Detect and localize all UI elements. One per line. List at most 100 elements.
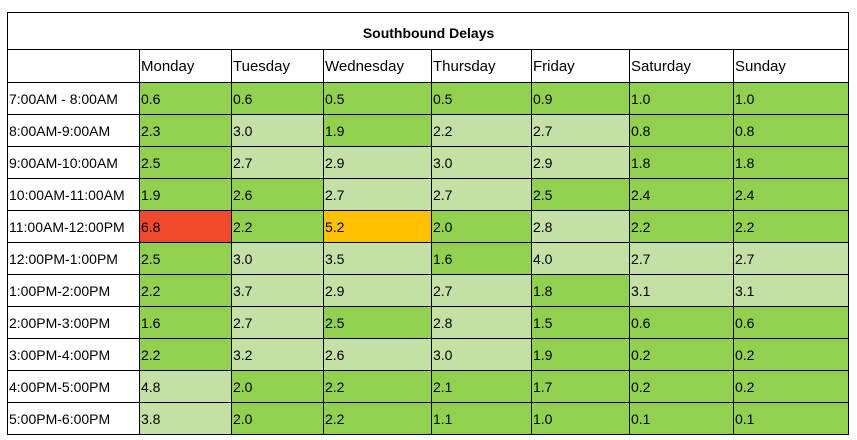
- delay-cell: 0.8: [732, 114, 850, 147]
- delay-cell: 0.6: [139, 82, 232, 115]
- delay-cell: 2.7: [231, 306, 324, 339]
- header-row: Monday Tuesday Wednesday Thursday Friday…: [7, 49, 850, 83]
- delay-cell: 2.7: [732, 242, 850, 275]
- time-slot-label: 3:00PM-4:00PM: [7, 338, 140, 371]
- delay-cell: 3.8: [139, 402, 232, 435]
- delay-cell: 3.7: [231, 274, 324, 307]
- delay-cell: 2.2: [629, 210, 734, 243]
- southbound-delays-table: Southbound Delays Monday Tuesday Wednesd…: [6, 12, 850, 435]
- delay-cell: 1.9: [323, 114, 432, 147]
- delay-cell: 3.1: [732, 274, 850, 307]
- delay-cell: 2.7: [531, 114, 630, 147]
- delay-cell: 1.8: [629, 146, 734, 179]
- delay-cell: 2.9: [323, 146, 432, 179]
- delay-cell: 2.3: [139, 114, 232, 147]
- delay-cell: 2.2: [431, 114, 532, 147]
- delay-cell: 3.0: [231, 114, 324, 147]
- delay-cell: 1.6: [139, 306, 232, 339]
- delay-cell: 2.5: [323, 306, 432, 339]
- time-slot-label: 5:00PM-6:00PM: [7, 402, 140, 435]
- time-slot-label: 9:00AM-10:00AM: [7, 146, 140, 179]
- delay-cell: 1.6: [431, 242, 532, 275]
- delay-cell: 3.1: [629, 274, 734, 307]
- table-row: 2:00PM-3:00PM 1.6 2.7 2.5 2.8 1.5 0.6 0.6: [7, 306, 850, 339]
- delay-cell: 1.1: [431, 402, 532, 435]
- table-row: 7:00AM - 8:00AM 0.6 0.6 0.5 0.5 0.9 1.0 1.0: [7, 82, 850, 115]
- time-slot-label: 12:00PM-1:00PM: [7, 242, 140, 275]
- table-row: 8:00AM-9:00AM 2.3 3.0 1.9 2.2 2.7 0.8 0.8: [7, 114, 850, 147]
- delay-cell: 2.2: [323, 402, 432, 435]
- table-row: 3:00PM-4:00PM 2.2 3.2 2.6 3.0 1.9 0.2 0.2: [7, 338, 850, 371]
- delay-cell: 3.0: [231, 242, 324, 275]
- day-header-sunday: Sunday: [732, 49, 850, 83]
- delay-cell: 3.0: [431, 146, 532, 179]
- delay-cell: 0.2: [732, 338, 850, 371]
- delay-cell: 2.7: [431, 274, 532, 307]
- corner-cell: [7, 49, 140, 83]
- delay-cell: 1.9: [531, 338, 630, 371]
- delay-cell: 0.9: [531, 82, 630, 115]
- delay-cell: 3.2: [231, 338, 324, 371]
- delay-cell: 0.8: [629, 114, 734, 147]
- delay-cell: 3.0: [431, 338, 532, 371]
- delay-cell: 2.2: [139, 338, 232, 371]
- delay-cell: 6.8: [139, 210, 232, 243]
- delay-cell: 1.0: [531, 402, 630, 435]
- delay-cell: 2.0: [431, 210, 532, 243]
- delay-cell: 2.4: [629, 178, 734, 211]
- delay-cell: 3.5: [323, 242, 432, 275]
- delay-cell: 2.2: [231, 210, 324, 243]
- delay-cell: 1.0: [732, 82, 850, 115]
- delay-cell: 2.8: [531, 210, 630, 243]
- title-row: Southbound Delays: [6, 12, 850, 50]
- delay-cell: 0.1: [629, 402, 734, 435]
- delay-cell: 2.0: [231, 370, 324, 403]
- day-header-friday: Friday: [531, 49, 630, 83]
- delay-cell: 2.6: [231, 178, 324, 211]
- delay-cell: 2.7: [231, 146, 324, 179]
- day-header-tuesday: Tuesday: [231, 49, 324, 83]
- delay-cell: 2.2: [732, 210, 850, 243]
- delay-cell: 2.6: [323, 338, 432, 371]
- time-slot-label: 10:00AM-11:00AM: [7, 178, 140, 211]
- delay-cell: 0.1: [732, 402, 850, 435]
- day-header-wednesday: Wednesday: [323, 49, 432, 83]
- delay-cell: 2.5: [139, 146, 232, 179]
- delay-cell: 0.5: [431, 82, 532, 115]
- day-header-monday: Monday: [139, 49, 232, 83]
- delay-cell: 0.2: [629, 370, 734, 403]
- delay-cell: 2.9: [531, 146, 630, 179]
- time-slot-label: 1:00PM-2:00PM: [7, 274, 140, 307]
- delay-cell: 0.6: [732, 306, 850, 339]
- time-slot-label: 4:00PM-5:00PM: [7, 370, 140, 403]
- time-slot-label: 2:00PM-3:00PM: [7, 306, 140, 339]
- delay-cell: 2.5: [531, 178, 630, 211]
- delay-cell: 1.8: [732, 146, 850, 179]
- delay-cell: 2.4: [732, 178, 850, 211]
- delay-cell: 1.8: [531, 274, 630, 307]
- table-row: 11:00AM-12:00PM 6.8 2.2 5.2 2.0 2.8 2.2 2.2: [7, 210, 850, 243]
- delay-cell: 2.2: [139, 274, 232, 307]
- delay-cell: 2.7: [629, 242, 734, 275]
- table-row: 4:00PM-5:00PM 4.8 2.0 2.2 2.1 1.7 0.2 0.2: [7, 370, 850, 403]
- delay-cell: 2.7: [323, 178, 432, 211]
- delay-cell: 5.2: [323, 210, 432, 243]
- delay-cell: 2.1: [431, 370, 532, 403]
- delay-cell: 0.5: [323, 82, 432, 115]
- table-row: 5:00PM-6:00PM 3.8 2.0 2.2 1.1 1.0 0.1 0.1: [7, 402, 850, 435]
- delay-cell: 0.2: [629, 338, 734, 371]
- table-row: 9:00AM-10:00AM 2.5 2.7 2.9 3.0 2.9 1.8 1.8: [7, 146, 850, 179]
- time-slot-label: 7:00AM - 8:00AM: [7, 82, 140, 115]
- table-row: 10:00AM-11:00AM 1.9 2.6 2.7 2.7 2.5 2.4 2.4: [7, 178, 850, 211]
- delay-cell: 1.7: [531, 370, 630, 403]
- time-slot-label: 8:00AM-9:00AM: [7, 114, 140, 147]
- delay-cell: 1.0: [629, 82, 734, 115]
- table-title: Southbound Delays: [6, 12, 850, 50]
- delay-cell: 2.7: [431, 178, 532, 211]
- delay-cell: 0.2: [732, 370, 850, 403]
- delay-cell: 2.9: [323, 274, 432, 307]
- delay-cell: 2.0: [231, 402, 324, 435]
- day-header-saturday: Saturday: [629, 49, 734, 83]
- table-row: 1:00PM-2:00PM 2.2 3.7 2.9 2.7 1.8 3.1 3.1: [7, 274, 850, 307]
- time-slot-label: 11:00AM-12:00PM: [7, 210, 140, 243]
